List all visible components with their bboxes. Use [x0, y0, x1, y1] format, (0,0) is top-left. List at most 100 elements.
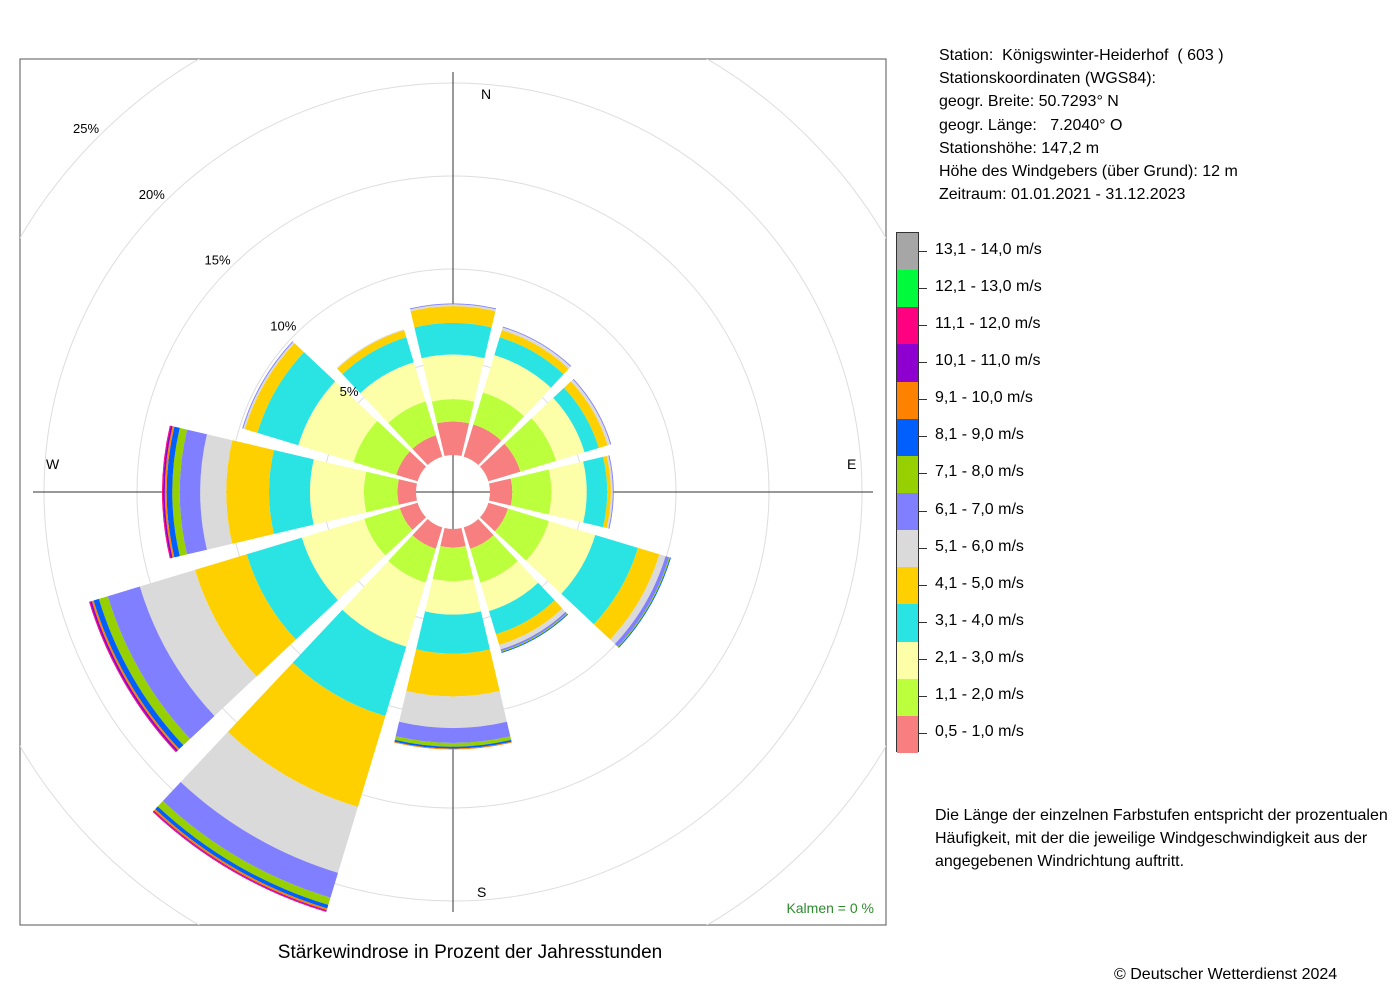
legend-tick [919, 659, 927, 661]
segment-180deg-class-6 [399, 690, 507, 729]
legend-label-11: 10,1 - 11,0 m/s [935, 352, 1041, 369]
ring-label-10: 10% [270, 318, 296, 333]
anemometer-height: Höhe des Windgebers (über Grund): 12 m [939, 163, 1238, 181]
segment-90deg-class-3 [548, 461, 587, 523]
station-coords-heading: Stationskoordinaten (WGS84): [939, 70, 1156, 88]
sector-30deg [463, 326, 572, 466]
sector-210deg [152, 518, 443, 913]
segment-180deg-class-1 [440, 528, 466, 548]
segment-240deg-class-9 [93, 598, 184, 750]
segment-120deg-class-3 [526, 520, 596, 594]
legend-swatch-11 [897, 344, 918, 382]
segment-0deg-class-2 [431, 399, 475, 424]
legend-label-7: 6,1 - 7,0 m/s [935, 500, 1024, 518]
segment-120deg-class-7 [614, 556, 670, 647]
legend-tick [919, 622, 927, 623]
segment-300deg-class-5 [244, 343, 304, 433]
compass-label-north: N [481, 86, 491, 102]
segment-270deg-class-9 [166, 426, 180, 558]
segment-270deg-class-7 [179, 429, 207, 555]
legend-swatch-12 [897, 307, 918, 345]
legend-tick [919, 696, 927, 698]
segment-120deg-class-5 [593, 547, 660, 640]
copyright: © Deutscher Wetterdienst 2024 [1114, 966, 1338, 983]
legend-label-3: 2,1 - 3,0 m/s [935, 649, 1024, 667]
segment-270deg-class-5 [226, 440, 274, 544]
segment-0deg-class-5 [410, 306, 496, 328]
station-latitude: geogr. Breite: 50.7293° N [939, 93, 1119, 111]
segment-240deg-class-6 [139, 569, 257, 716]
segment-60deg-class-6 [570, 379, 611, 446]
segment-210deg-class-7 [162, 782, 339, 898]
sector-0deg [409, 303, 497, 456]
segment-270deg-class-2 [363, 471, 399, 513]
segment-30deg-class-3 [483, 355, 551, 417]
segment-150deg-class-5 [495, 600, 563, 645]
segment-210deg-class-5 [227, 662, 386, 807]
station-longitude: geogr. Länge: 7.2040° O [939, 116, 1123, 134]
segment-90deg-class-6 [606, 455, 613, 529]
segment-330deg-class-4 [342, 337, 414, 394]
legend-swatch-2 [897, 678, 918, 716]
legend-swatch-1 [897, 715, 918, 753]
segment-240deg-class-2 [364, 508, 413, 556]
segment-120deg-class-4 [561, 534, 638, 625]
compass-label-east: E [847, 456, 856, 472]
segment-150deg-class-2 [470, 535, 518, 583]
segment-90deg-class-7 [608, 455, 614, 529]
legend-swatch-7 [897, 493, 918, 531]
segment-210deg-class-4 [292, 609, 407, 717]
legend-swatch-8 [897, 455, 918, 493]
segment-270deg-class-8 [172, 427, 187, 557]
legend-swatch-6 [897, 530, 918, 568]
legend-tick [919, 584, 927, 586]
segment-240deg-class-5 [195, 554, 296, 677]
segment-210deg-class-2 [388, 535, 436, 583]
segment-330deg-class-1 [412, 435, 443, 466]
sector-270deg [162, 425, 417, 559]
legend-swatch-13 [897, 270, 918, 308]
legend-label-14: 13,1 - 14,0 m/s [935, 240, 1042, 258]
legend-tick [919, 399, 927, 401]
segment-180deg-class-3 [425, 578, 481, 615]
legend-tick [919, 547, 927, 549]
segment-180deg-class-7 [395, 721, 511, 743]
legend-label-6: 5,1 - 6,0 m/s [935, 537, 1024, 555]
segment-240deg-class-1 [399, 502, 427, 531]
segment-90deg-class-1 [489, 478, 513, 506]
segment-240deg-class-7 [107, 586, 215, 739]
chart-caption: Stärkewindrose in Prozent der Jahresstun… [277, 942, 663, 963]
segment-90deg-class-4 [583, 456, 608, 528]
segment-30deg-class-2 [473, 392, 525, 441]
segment-30deg-class-6 [501, 327, 571, 369]
segment-300deg-class-3 [298, 381, 378, 462]
legend-tick [919, 510, 927, 512]
ring-label-15: 15% [205, 253, 231, 268]
segment-60deg-class-3 [531, 397, 585, 461]
segment-90deg-class-2 [510, 469, 552, 515]
segment-270deg-class-11 [163, 425, 173, 559]
segment-270deg-class-12 [162, 425, 171, 559]
segment-0deg-class-4 [414, 322, 492, 359]
legend-tick [919, 324, 927, 326]
sector-90deg [489, 455, 614, 529]
station-name: Station: Königswinter-Heiderhof ( 603 ) [939, 47, 1224, 64]
compass-label-west: W [46, 456, 60, 472]
legend-tick [919, 733, 927, 735]
ring-label-5: 5% [340, 384, 359, 399]
segment-270deg-class-10 [164, 426, 175, 558]
segment-240deg-class-4 [246, 537, 338, 640]
ring-label-20: 20% [139, 187, 165, 202]
legend-swatch-14 [897, 233, 918, 271]
legend-tick [919, 436, 927, 438]
legend-swatch-3 [897, 641, 918, 679]
segment-210deg-class-3 [342, 561, 426, 647]
legend-label-12: 11,1 - 12,0 m/s [935, 314, 1041, 332]
segment-210deg-class-1 [412, 518, 443, 549]
legend-label-10: 9,1 - 10,0 m/s [935, 389, 1033, 407]
time-period: Zeitraum: 01.01.2021 - 31.12.2023 [939, 186, 1186, 204]
legend-color-bar [896, 232, 919, 753]
legend-label-5: 4,1 - 5,0 m/s [935, 574, 1024, 592]
segment-300deg-class-2 [353, 420, 410, 475]
